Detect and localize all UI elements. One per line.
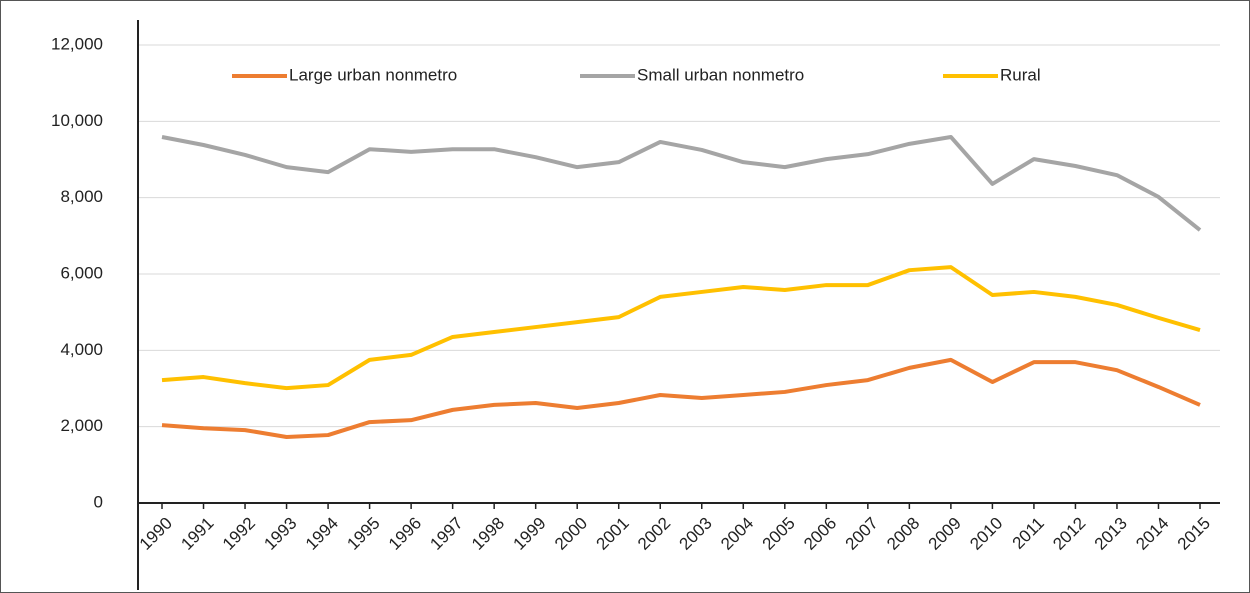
y-tick-label: 6,000 bbox=[60, 263, 103, 282]
x-tick-label: 2015 bbox=[1174, 514, 1214, 554]
y-tick-label: 0 bbox=[94, 492, 103, 511]
legend-label: Rural bbox=[1000, 65, 1041, 84]
legend-label: Large urban nonmetro bbox=[289, 65, 457, 84]
x-tick-label: 2014 bbox=[1132, 514, 1172, 554]
x-tick-label: 2003 bbox=[676, 514, 716, 554]
y-tick-label: 4,000 bbox=[60, 340, 103, 359]
x-tick-label: 2004 bbox=[717, 514, 757, 554]
series-line bbox=[161, 134, 1202, 232]
x-tick-label: 1997 bbox=[426, 514, 466, 554]
x-tick-label: 2008 bbox=[883, 514, 923, 554]
x-tick-label: 1990 bbox=[136, 514, 176, 554]
y-tick-label: 12,000 bbox=[51, 34, 103, 53]
series-line bbox=[161, 357, 1201, 439]
x-tick-label: 2001 bbox=[593, 514, 633, 554]
legend-label: Small urban nonmetro bbox=[637, 65, 804, 84]
x-tick-label: 2012 bbox=[1049, 514, 1089, 554]
x-tick-label: 1992 bbox=[219, 514, 259, 554]
x-tick-label: 2006 bbox=[800, 514, 840, 554]
x-tick-label: 1999 bbox=[509, 514, 549, 554]
x-tick-label: 2010 bbox=[966, 514, 1006, 554]
x-tick-label: 2002 bbox=[634, 514, 674, 554]
x-tick-label: 2005 bbox=[759, 514, 799, 554]
x-tick-label: 2009 bbox=[925, 514, 965, 554]
y-tick-label: 2,000 bbox=[60, 416, 103, 435]
x-tick-label: 2000 bbox=[551, 514, 591, 554]
x-tick-label: 2007 bbox=[842, 514, 882, 554]
x-tick-label: 1991 bbox=[177, 514, 217, 554]
x-tick-label: 1996 bbox=[385, 514, 425, 554]
y-tick-label: 8,000 bbox=[60, 187, 103, 206]
x-tick-label: 2013 bbox=[1091, 514, 1131, 554]
y-tick-label: 10,000 bbox=[51, 111, 103, 130]
x-tick-label: 1994 bbox=[302, 514, 342, 554]
series-line bbox=[161, 265, 1201, 391]
x-tick-label: 1995 bbox=[343, 514, 383, 554]
x-tick-label: 1993 bbox=[260, 514, 300, 554]
x-tick-label: 1998 bbox=[468, 514, 508, 554]
x-tick-label: 2011 bbox=[1009, 514, 1048, 553]
